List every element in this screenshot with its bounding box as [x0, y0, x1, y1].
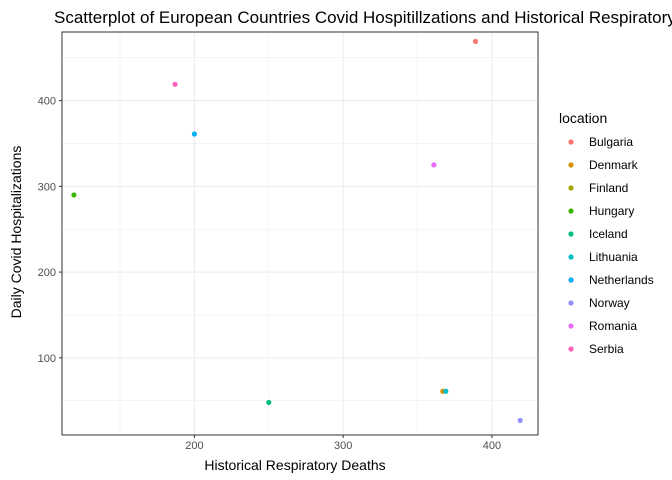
- legend-key-finland: [568, 185, 574, 191]
- legend-key-iceland: [568, 231, 574, 237]
- panel-border: [61, 31, 539, 436]
- minor-gridlines: [62, 32, 538, 435]
- legend-item-iceland: Iceland: [568, 227, 628, 241]
- legend-title: location: [559, 110, 607, 126]
- legend-item-hungary: Hungary: [568, 204, 634, 218]
- point-bulgaria: [472, 38, 479, 45]
- plot-panel: [61, 31, 539, 436]
- x-tick-label: 400: [483, 440, 501, 452]
- x-tick-label: 200: [185, 440, 203, 452]
- legend-label-hungary: Hungary: [589, 204, 634, 218]
- major-gridlines: [62, 32, 538, 435]
- legend: location Bulgaria Denmark Finland Hungary Ic…: [559, 110, 654, 356]
- x-axis: 200 300 400: [185, 435, 501, 452]
- y-tick-label: 100: [38, 353, 56, 365]
- legend-key-bulgaria: [568, 139, 574, 145]
- point-netherlands: [191, 131, 197, 137]
- point-lithuania: [443, 388, 449, 394]
- legend-items: Bulgaria Denmark Finland Hungary Iceland Lith…: [568, 135, 654, 356]
- x-tick-label: 300: [334, 440, 352, 452]
- legend-label-bulgaria: Bulgaria: [589, 135, 633, 149]
- legend-label-romania: Romania: [589, 319, 637, 333]
- legend-item-serbia: Serbia: [568, 342, 624, 356]
- legend-label-norway: Norway: [589, 296, 630, 310]
- legend-key-denmark: [568, 162, 574, 168]
- point-norway: [517, 417, 523, 424]
- legend-label-finland: Finland: [589, 181, 628, 195]
- legend-label-serbia: Serbia: [589, 342, 624, 356]
- legend-key-netherlands: [568, 277, 574, 283]
- legend-label-netherlands: Netherlands: [589, 273, 654, 287]
- legend-label-iceland: Iceland: [589, 227, 628, 241]
- legend-item-finland: Finland: [568, 181, 628, 195]
- point-hungary: [71, 192, 77, 198]
- point-iceland: [266, 399, 272, 406]
- legend-item-lithuania: Lithuania: [568, 250, 638, 264]
- y-axis: 100 200 300 400: [38, 96, 62, 365]
- point-serbia: [172, 81, 178, 87]
- legend-label-lithuania: Lithuania: [589, 250, 638, 264]
- y-tick-label: 400: [38, 96, 56, 108]
- legend-item-romania: Romania: [568, 319, 637, 333]
- legend-key-lithuania: [568, 254, 574, 260]
- chart-title: Scatterplot of European Countries Covid …: [54, 8, 672, 27]
- legend-key-romania: [568, 323, 574, 329]
- legend-item-bulgaria: Bulgaria: [568, 135, 633, 149]
- y-axis-title: Daily Covid Hospitalizations: [8, 146, 24, 319]
- legend-key-hungary: [568, 208, 574, 214]
- x-axis-title: Historical Respiratory Deaths: [204, 457, 385, 473]
- y-tick-label: 300: [38, 181, 56, 193]
- legend-item-netherlands: Netherlands: [568, 273, 654, 287]
- legend-label-denmark: Denmark: [589, 158, 639, 172]
- y-tick-label: 200: [38, 267, 56, 279]
- legend-item-denmark: Denmark: [568, 158, 639, 172]
- legend-key-serbia: [568, 346, 574, 352]
- point-romania: [431, 162, 437, 168]
- legend-key-norway: [568, 300, 574, 306]
- legend-item-norway: Norway: [568, 296, 630, 310]
- data-points: [71, 38, 523, 424]
